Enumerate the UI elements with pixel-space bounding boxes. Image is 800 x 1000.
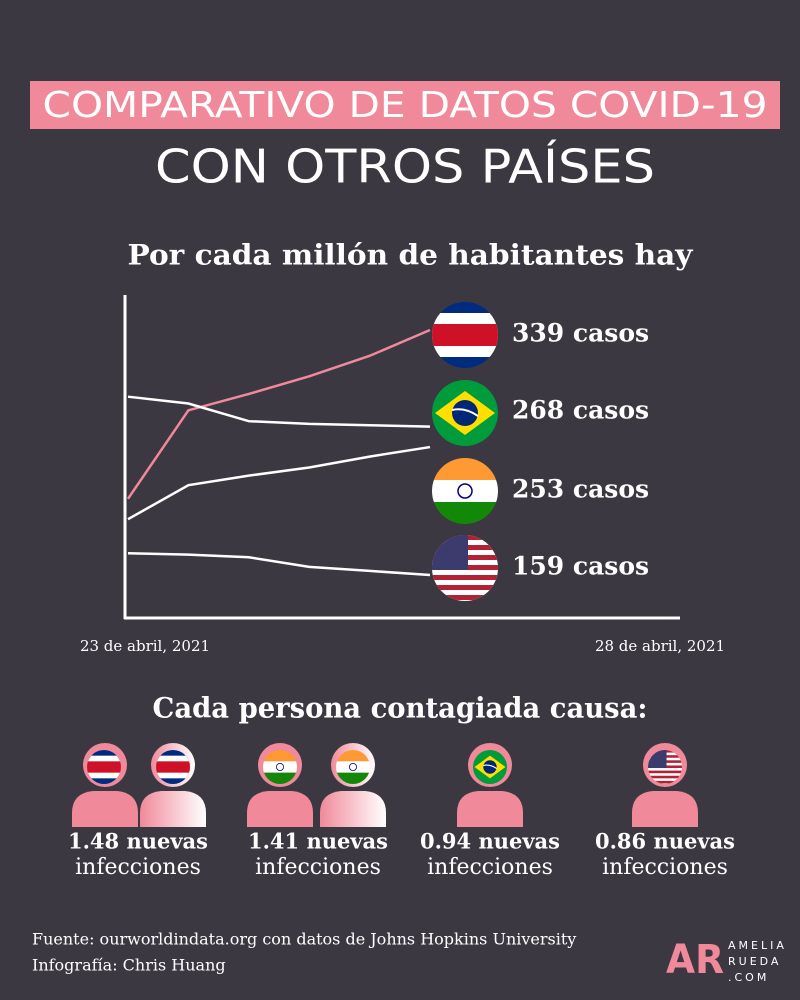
infection-value: 1.48 nuevas [68, 829, 208, 854]
infection-unit: infecciones [602, 855, 728, 880]
flag [263, 750, 297, 784]
lines [126, 328, 431, 577]
logo-text: .COM [728, 971, 769, 984]
line [127, 551, 431, 577]
x-tick-label: 28 de abril, 2021 [595, 637, 725, 655]
value-label: 159 casos [512, 552, 649, 581]
x-labels: 23 de abril, 2021 28 de abril, 2021 [80, 637, 725, 655]
flag [648, 750, 682, 784]
flag [336, 750, 370, 784]
infection-unit: infecciones [255, 855, 381, 880]
flag [156, 750, 190, 784]
flag [432, 535, 498, 601]
flag [432, 302, 498, 368]
section-title: Cada persona contagiada causa: [153, 692, 648, 725]
flag [432, 458, 498, 524]
chart-title: Por cada millón de habitantes hay [128, 239, 694, 272]
infection-value: 0.86 nuevas [595, 829, 735, 854]
logo-text: RUEDA [728, 955, 781, 968]
flag [87, 750, 121, 784]
logo-text: AMELIA [728, 939, 787, 952]
infection-unit: infecciones [75, 855, 201, 880]
value-label: 253 casos [512, 475, 649, 504]
credit: Infografía: Chris Huang [32, 956, 226, 975]
flag [432, 380, 498, 446]
infection-value: 0.94 nuevas [420, 829, 560, 854]
source: Fuente: ourworldindata.org con datos de … [32, 930, 576, 949]
value-label: 339 casos [512, 319, 649, 348]
title: COMPARATIVO DE DATOS COVID-19 [43, 85, 768, 126]
line [126, 328, 431, 500]
flag [473, 750, 507, 784]
title-box [30, 81, 780, 129]
subtitle: CON OTROS PAÍSES [155, 140, 655, 194]
line [127, 445, 431, 521]
infection-value: 1.41 nuevas [248, 829, 388, 854]
value-label: 268 casos [512, 396, 649, 425]
line [127, 395, 431, 428]
x-tick-label: 23 de abril, 2021 [80, 637, 210, 655]
logo-mark: AR [666, 937, 724, 983]
infection-unit: infecciones [427, 855, 553, 880]
